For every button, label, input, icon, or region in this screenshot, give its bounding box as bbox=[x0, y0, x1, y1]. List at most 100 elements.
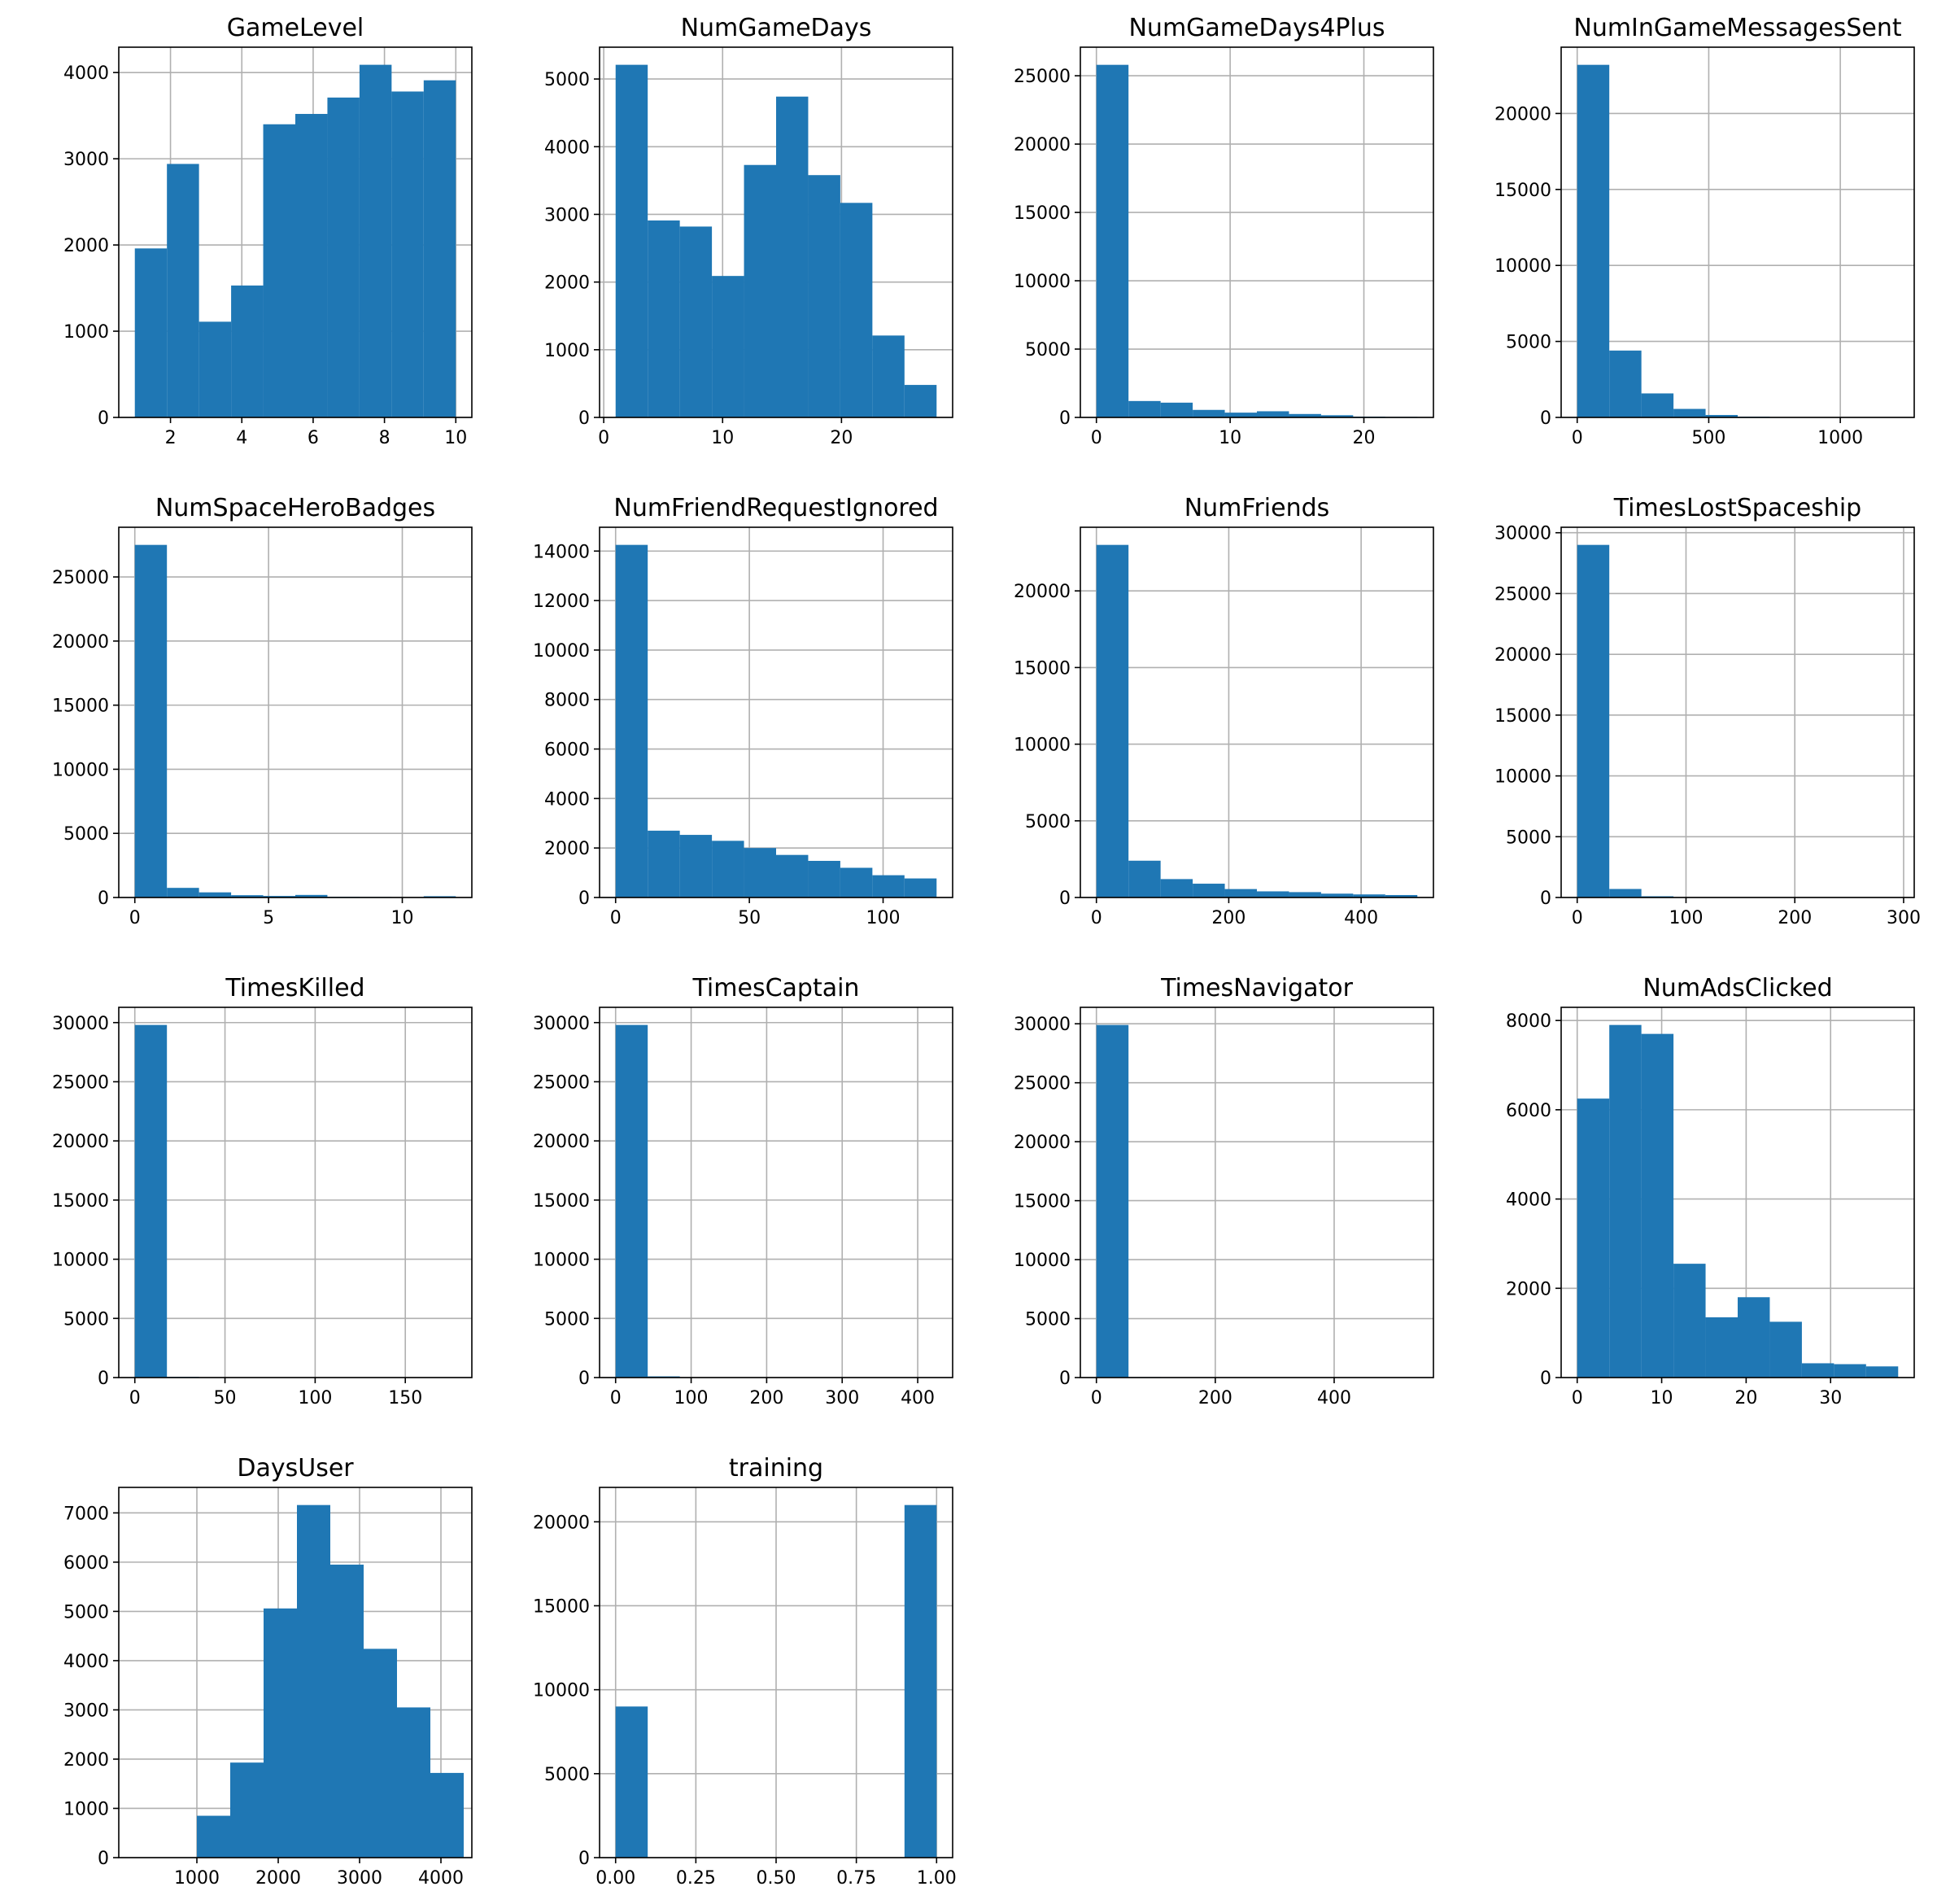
y-tick-label: 15000 bbox=[533, 1596, 590, 1617]
y-tick-label: 0 bbox=[98, 1369, 109, 1389]
y-tick-label: 8000 bbox=[544, 691, 590, 711]
axes-frame bbox=[1560, 526, 1915, 898]
y-tick-label: 0 bbox=[578, 889, 590, 909]
histogram-bar bbox=[430, 1772, 464, 1858]
y-tick-label: 5000 bbox=[1025, 812, 1071, 832]
y-tick-label: 20000 bbox=[52, 632, 109, 653]
y-tick-label: 1000 bbox=[63, 1799, 109, 1819]
y-tick-label: 20000 bbox=[1014, 582, 1071, 602]
histogram-bar bbox=[1865, 1366, 1899, 1378]
y-tick-label: 5000 bbox=[63, 1309, 109, 1330]
y-tick-label: 15000 bbox=[533, 1191, 590, 1212]
chart-title: NumAdsClicked bbox=[1643, 974, 1832, 1002]
x-tick-label: 200 bbox=[1778, 908, 1812, 928]
axes-frame bbox=[599, 46, 953, 418]
histogram-bar bbox=[1320, 893, 1354, 897]
chart-title: TimesCaptain bbox=[692, 974, 860, 1002]
y-tick-label: 5000 bbox=[63, 824, 109, 845]
y-tick-label: 20000 bbox=[533, 1132, 590, 1152]
histogram-bar bbox=[1353, 894, 1385, 897]
histogram-panel-NumGameDays4Plus: 0 10 20 0 5000 10000 15000 20000 25000 NumGameDay… bbox=[1014, 14, 1434, 448]
y-tick-label: 15000 bbox=[1014, 658, 1071, 679]
y-tick-label: 25000 bbox=[533, 1072, 590, 1093]
histogram-bar bbox=[1289, 413, 1321, 417]
histogram-bar bbox=[615, 544, 648, 897]
chart-title: NumGameDays4Plus bbox=[1128, 14, 1385, 42]
y-tick-label: 2000 bbox=[63, 236, 109, 256]
y-tick-label: 14000 bbox=[533, 542, 590, 562]
y-tick-label: 0 bbox=[1540, 1369, 1551, 1389]
chart-title: NumFriends bbox=[1184, 494, 1330, 522]
histogram-bar bbox=[1224, 889, 1257, 897]
histogram-bar bbox=[872, 335, 905, 417]
y-tick-label: 15000 bbox=[52, 697, 109, 717]
histogram-bar bbox=[134, 544, 168, 897]
x-tick-label: 400 bbox=[901, 1388, 935, 1408]
histogram-panel-NumFriends: 0 200 400 0 5000 10000 15000 20000 NumFriends bbox=[1014, 494, 1434, 928]
chart-title: TimesNavigator bbox=[1160, 974, 1354, 1002]
x-tick-label: 10 bbox=[444, 428, 467, 448]
y-tick-label: 1000 bbox=[63, 322, 109, 343]
histogram-bar bbox=[364, 1649, 397, 1858]
y-tick-label: 6000 bbox=[63, 1553, 109, 1574]
histogram-bar bbox=[808, 860, 840, 897]
histogram-bar bbox=[1193, 409, 1225, 417]
y-tick-label: 0 bbox=[98, 889, 109, 909]
histogram-panel-GameLevel: 2 4 6 8 10 0 1000 2000 3000 4000 GameLevel bbox=[63, 14, 473, 448]
x-tick-label: 0 bbox=[129, 908, 141, 928]
x-tick-label: 200 bbox=[1198, 1388, 1232, 1408]
y-tick-label: 0 bbox=[578, 1849, 590, 1869]
y-tick-label: 10000 bbox=[533, 641, 590, 662]
y-tick-label: 5000 bbox=[544, 70, 590, 90]
x-tick-label: 50 bbox=[738, 908, 761, 928]
x-tick-label: 6 bbox=[308, 428, 319, 448]
histogram-panel-NumGameDays: 0 10 20 0 1000 2000 3000 4000 5000 NumGameDays bbox=[544, 14, 953, 448]
histogram-bar bbox=[744, 164, 776, 417]
axes-frame bbox=[118, 1007, 473, 1378]
x-tick-label: 1000 bbox=[174, 1868, 220, 1889]
y-tick-label: 3000 bbox=[63, 1701, 109, 1721]
axes-frame bbox=[1080, 46, 1434, 418]
histogram-bar bbox=[1769, 1321, 1802, 1378]
y-tick-label: 30000 bbox=[1014, 1015, 1071, 1035]
x-tick-label: 20 bbox=[830, 428, 853, 448]
axes-frame bbox=[118, 1487, 473, 1858]
histogram-bar bbox=[167, 164, 199, 417]
y-tick-label: 30000 bbox=[1494, 524, 1551, 544]
x-tick-label: 300 bbox=[825, 1388, 859, 1408]
y-tick-label: 10000 bbox=[1014, 736, 1071, 756]
histogram-bar bbox=[904, 878, 937, 897]
y-tick-label: 20000 bbox=[1494, 645, 1551, 666]
y-tick-label: 0 bbox=[1059, 1369, 1071, 1389]
y-tick-label: 0 bbox=[578, 1369, 590, 1389]
x-tick-label: 0.00 bbox=[595, 1868, 635, 1889]
x-tick-label: 500 bbox=[1691, 428, 1725, 448]
y-tick-label: 0 bbox=[1059, 408, 1071, 429]
histogram-bar bbox=[1609, 350, 1642, 417]
x-tick-label: 0 bbox=[610, 908, 622, 928]
histogram-bar bbox=[1577, 544, 1610, 897]
y-tick-label: 0 bbox=[578, 408, 590, 429]
histogram-bar bbox=[648, 220, 680, 417]
y-tick-label: 5000 bbox=[544, 1765, 590, 1785]
chart-title: NumSpaceHeroBadges bbox=[155, 494, 435, 522]
y-tick-label: 10000 bbox=[533, 1681, 590, 1701]
histogram-bar bbox=[872, 875, 905, 897]
axes-frame bbox=[599, 1007, 953, 1378]
histogram-bar bbox=[679, 226, 713, 417]
chart-title: DaysUser bbox=[237, 1454, 354, 1483]
chart-title: NumGameDays bbox=[681, 14, 872, 42]
histogram-panel-TimesNavigator: 0 200 400 0 5000 10000 15000 20000 25000 30000 Tim… bbox=[1014, 974, 1434, 1408]
x-tick-label: 0.75 bbox=[836, 1868, 876, 1889]
histogram-bar bbox=[776, 96, 809, 418]
histogram-bar bbox=[744, 848, 776, 897]
x-tick-label: 400 bbox=[1317, 1388, 1351, 1408]
histogram-panel-training: 0.00 0.25 0.50 0.75 1.00 0 5000 10000 15000 20000… bbox=[533, 1454, 957, 1889]
histogram-bar bbox=[1193, 884, 1225, 897]
axes-frame bbox=[118, 46, 473, 418]
histogram-bar bbox=[615, 1706, 648, 1858]
histogram-bar bbox=[230, 1762, 264, 1858]
y-tick-label: 1000 bbox=[544, 341, 590, 361]
y-tick-label: 3000 bbox=[544, 205, 590, 225]
